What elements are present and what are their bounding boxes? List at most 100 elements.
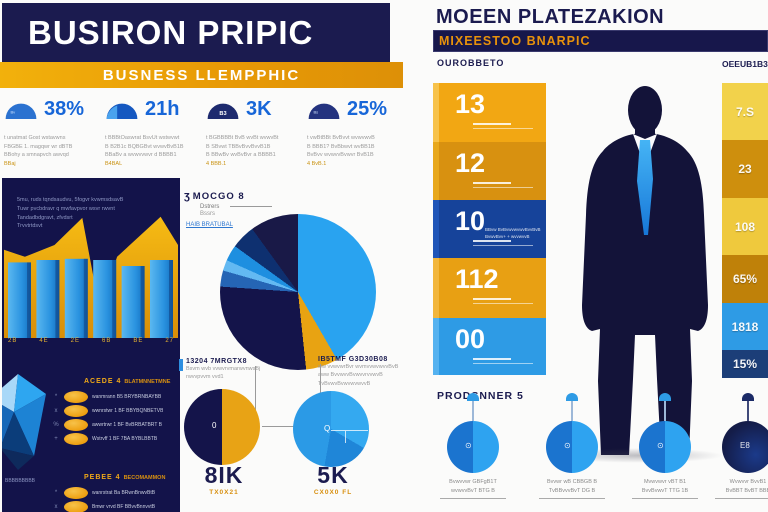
bullet-row-text: wanrstrat Ba BRwnBnwvBtB (92, 490, 156, 496)
block-underlines (473, 182, 533, 191)
number-block-13: 13 (433, 83, 546, 142)
stat-header: Bs 25% (307, 98, 398, 124)
panel-desc-line: Trvvtrtdsvt (17, 223, 43, 230)
stat-item: B3 3K t BGBBBBt BvB wvBt wvwvBt B SBvwt TBB… (204, 96, 297, 168)
gem-facet (2, 405, 14, 443)
pie-sub-label-2: Bssrs (200, 211, 215, 217)
stat-text-lines: t BGBBBBt BvB wvBt wvwvBt B SBvwt TBBvBvv… (206, 134, 297, 168)
panel-desc-line: 5mu, ruds tqndsaudvu, 5fogvr kvwmsdsavB (17, 197, 124, 203)
left-dark-panel: 5mu, ruds tqndsaudvu, 5fogvr kvwmsdsavB T… (2, 178, 180, 512)
underline-bar (473, 123, 511, 125)
stat-text-lines: t vwBtBBt BvBvvt wvwvwvB B BBB1? BvBbwvt … (307, 134, 398, 168)
pie-link-text: HAIB BRATUBAL (186, 222, 233, 228)
block-text-line: BvwvBvv+ + wvvwvvB (485, 234, 530, 240)
stats-row: Bv 38% t unatmat Gost wstavwns FBGBE 1. mag… (2, 96, 398, 168)
underline-bar (473, 187, 533, 188)
bullet-group-subtitle: BECOMAMMON (123, 475, 166, 481)
bullet-ellipse-icon (64, 501, 88, 512)
right-label-right: OEEUB1B3O (722, 59, 768, 69)
stat-header: Bv 38% (4, 98, 95, 124)
stat-line: B BBwBv wvBvBvr a BBBB1 (206, 152, 276, 159)
bullet-row-text: Bmwr vrvd BF BBvvBnnvvtB (92, 504, 156, 510)
bullet-glyph-icon: * (54, 394, 58, 400)
circle-glyph: ⊙ (657, 441, 664, 450)
stat-line: t unatmat Gost wstavwns (4, 135, 66, 141)
bar-6 (150, 260, 173, 338)
stat-line: BvBvv wvwvvBvwvr BvB1B (307, 152, 374, 159)
bullet-row: * wanmrann B5 BRYBRNBAYBB (52, 390, 179, 404)
number-block-12: 12 (433, 142, 546, 200)
value-5k: 5K (317, 462, 349, 488)
pie-callout-heading: ʒ MOCGO 8 (184, 190, 302, 202)
bar-1 (8, 262, 31, 338)
bullet-row-text: wwnrstwr 1 BF BBYBQNBETVB (92, 408, 164, 414)
side-block-column: 7.S 23 108 65% 1818 15% (722, 83, 768, 378)
stat-value: 21h (145, 98, 180, 120)
pin-stick (664, 401, 666, 421)
bullet-row: x wwnrstwr 1 BF BBYBQNBETVB (52, 404, 179, 418)
stat-line: BBaBv a wvwvvwvr d BBBB1 (105, 152, 177, 159)
donut-left-lines: Bsvm wvb vvwvrvmarwvnwsBj rwvvpvvm vvd1 (186, 365, 314, 382)
right-subtitle-bar: MIXEESTOO BNARPIC (433, 30, 768, 52)
stat-item: Bs 25% t vwBtBBt BvBvvt wvwvwvB B BBB1? BvB… (305, 96, 398, 168)
circle-caption: Bvvwr wB CBBGB B TvBBvvvBvT DG B (528, 478, 616, 499)
pin-balloon-icon (742, 393, 754, 401)
header-banner: BUSNESS LLEMPPHIC (0, 62, 403, 88)
pie-sub-label: Dstrers (200, 204, 220, 210)
pie-5k (293, 391, 369, 467)
number-block-column: 13 12 10 BBvw BvBvwvwvwvBvvBvB BvwvBvv+ + wv… (433, 83, 546, 375)
product-circle-1 (447, 421, 499, 473)
stat-item: 21h t BBBtOaswrat BsvUt wstwvwt B B2B1c BQ… (103, 96, 196, 168)
donut-right-title: IB5TMF G3D30B08 (318, 356, 388, 363)
bullet-glyph-icon: * (54, 490, 58, 496)
pin-stick (747, 401, 749, 421)
bullet-glyph-icon: + (54, 436, 58, 442)
tick-label: BE (133, 338, 144, 344)
product-circle-2 (546, 421, 598, 473)
banner-title: BUSNESS LLEMPPHIC (102, 66, 301, 84)
block-value: 112 (455, 264, 499, 294)
man-suit (582, 133, 708, 455)
stat-item: Bv 38% t unatmat Gost wstavwns FBGBE 1. mag… (2, 96, 95, 168)
stat-line: 4 BBB.1 (206, 160, 227, 167)
bar-2 (36, 260, 60, 338)
chart-tick-row: 2B 4E 2E 6B BE 27 (8, 338, 174, 344)
bar-4 (93, 260, 117, 338)
bullet-row: % awwrtrwr 1 BF BvBRBATBRT B (52, 418, 179, 432)
side-block-1818: 1818 (722, 303, 768, 350)
donut-right-heading: IB5TMF G3D30B08 ww vvwvwrBvr wvmvvwvwvvB… (318, 356, 418, 388)
product-circle-4 (722, 421, 768, 473)
stat-line: t vwBtBBt BvBvvt wvwvwvB (307, 135, 375, 141)
pin-stick (571, 401, 573, 421)
bullet-glyph-icon: x (54, 504, 58, 510)
value-8k-sub: TX0X21 (209, 489, 239, 496)
stat-header: 21h (105, 98, 196, 124)
heading-line: rwvvpvvm vvd1 (186, 374, 224, 381)
man-tie (637, 140, 653, 235)
side-block-7.S: 7.S (722, 83, 768, 140)
main-pie-chart (220, 214, 376, 370)
right-callout-vline (320, 364, 321, 402)
stat-line: B B2B1c BQBGBvt wvwvBvB1B (105, 143, 184, 150)
bullet-group-heading: PEBEE 4 BECOMAMMON (84, 466, 179, 484)
underline-bar (473, 303, 533, 304)
caption-rule (440, 497, 506, 499)
svg-text:Bv: Bv (10, 109, 15, 114)
pie-5k-hline (331, 430, 368, 431)
blue-bar-icon (179, 359, 183, 371)
bullet-group: ACEDE 4 BLATMNNETMNE * wanmrann B5 BRYBRNBA… (52, 370, 179, 446)
businessman-silhouette (582, 86, 708, 455)
bullet-group-subtitle: BLATMNNETMNE (124, 379, 171, 385)
circle-glyph: ⊙ (564, 441, 571, 450)
number-block-10: 10 BBvw BvBvwvwvwvBvvBvB BvwvBvv+ + wvvwvv… (433, 200, 546, 258)
bullet-group-title: PEBEE 4 (84, 474, 121, 481)
circle-caption-line: Mvwvwvr vBT B1 (643, 479, 687, 485)
stat-value: 38% (44, 98, 85, 120)
pie-8k-glyph: 0 (212, 421, 217, 430)
products-title: PRODSNNER 5 (437, 390, 524, 402)
bullet-ellipse-icon (64, 405, 88, 417)
pin-balloon-icon (566, 393, 578, 401)
panel-description: 5mu, ruds tqndsaudvu, 5fogvr kvwmsdsavB T… (17, 196, 169, 231)
bullet-row-text: wanmrann B5 BRYBRNBAYBB (92, 394, 162, 400)
block-underlines (473, 123, 533, 132)
